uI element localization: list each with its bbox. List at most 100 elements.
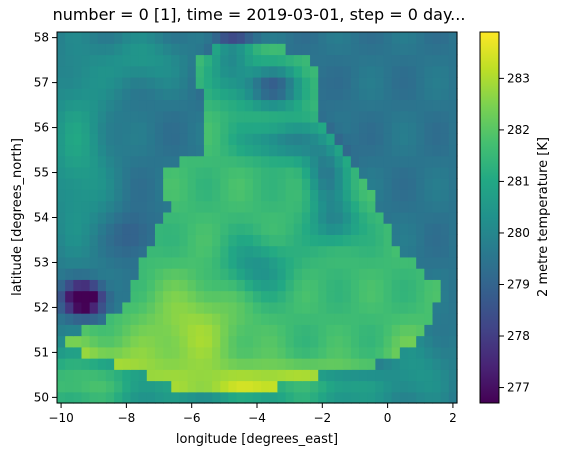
heatmap-cell — [163, 121, 172, 134]
heatmap-cell — [310, 88, 319, 101]
heatmap-cell — [73, 301, 83, 314]
heatmap-cell — [89, 189, 99, 202]
heatmap-cell — [342, 245, 352, 258]
heatmap-cell — [326, 268, 336, 280]
heatmap-cell — [73, 358, 83, 370]
heatmap-cell — [212, 335, 221, 348]
heatmap-cell — [277, 200, 287, 213]
heatmap-cell — [301, 290, 311, 303]
heatmap-cell — [383, 65, 393, 78]
heatmap-cell — [261, 65, 270, 78]
heatmap-cell — [212, 369, 221, 382]
heatmap-cell — [269, 358, 278, 370]
heatmap-cell — [73, 346, 83, 359]
heatmap-cell — [89, 88, 99, 101]
heatmap-cell — [383, 144, 393, 157]
heatmap-cell — [432, 369, 442, 382]
heatmap-cell — [65, 290, 74, 303]
heatmap-cell — [269, 335, 278, 348]
heatmap-cell — [244, 391, 254, 404]
heatmap-cell — [195, 43, 205, 56]
heatmap-cell — [171, 313, 181, 325]
heatmap-cell — [326, 223, 336, 235]
heatmap-cell — [146, 65, 156, 78]
heatmap-cell — [220, 178, 230, 190]
heatmap-cell — [187, 346, 197, 359]
heatmap-cell — [163, 313, 172, 325]
heatmap-cell — [212, 256, 221, 269]
heatmap-cell — [301, 391, 311, 404]
heatmap-cell — [154, 54, 164, 67]
heatmap-cell — [391, 256, 401, 269]
heatmap-cell — [122, 65, 132, 78]
heatmap-cell — [187, 223, 197, 235]
heatmap-cell — [416, 245, 425, 258]
heatmap-cell — [424, 166, 434, 179]
heatmap-cell — [122, 380, 132, 393]
heatmap-cell — [105, 223, 115, 235]
heatmap-cell — [285, 324, 295, 337]
heatmap-cell — [203, 234, 213, 247]
heatmap-cell — [416, 290, 425, 303]
heatmap-cell — [65, 391, 74, 404]
heatmap-cell — [236, 200, 246, 213]
heatmap-cell — [220, 391, 230, 404]
heatmap-cell — [65, 200, 74, 213]
heatmap-cell — [350, 301, 360, 314]
heatmap-cell — [326, 133, 336, 146]
heatmap-cell — [301, 223, 311, 235]
heatmap-cell — [416, 54, 425, 67]
heatmap-cell — [342, 380, 352, 393]
heatmap-cell — [424, 301, 434, 314]
heatmap-cell — [228, 211, 238, 224]
heatmap-cell — [440, 121, 450, 134]
heatmap-cell — [440, 54, 450, 67]
heatmap-cell — [220, 32, 230, 44]
heatmap-cell — [448, 380, 458, 393]
heatmap-cell — [203, 391, 213, 404]
heatmap-cell — [97, 54, 107, 67]
heatmap-cell — [399, 369, 409, 382]
heatmap-cell — [408, 245, 417, 258]
heatmap-cell — [154, 234, 164, 247]
heatmap-cell — [179, 99, 189, 112]
heatmap-cell — [269, 380, 278, 393]
heatmap-cell — [179, 88, 189, 101]
heatmap-cell — [416, 279, 425, 292]
heatmap-cell — [310, 211, 319, 224]
heatmap-cell — [301, 65, 311, 78]
heatmap-cell — [89, 178, 99, 190]
heatmap-cell — [269, 144, 278, 157]
heatmap-cell — [310, 256, 319, 269]
heatmap-cell — [318, 76, 327, 89]
heatmap-cell — [81, 32, 91, 44]
heatmap-cell — [89, 313, 99, 325]
heatmap-cell — [154, 144, 164, 157]
heatmap-cell — [97, 245, 107, 258]
heatmap-cell — [138, 65, 148, 78]
heatmap-cell — [73, 76, 83, 89]
heatmap-cell — [179, 346, 189, 359]
heatmap-cell — [73, 133, 83, 146]
heatmap-cell — [97, 279, 107, 292]
heatmap-cell — [334, 166, 344, 179]
heatmap-cell — [416, 391, 425, 404]
heatmap-cell — [163, 110, 172, 123]
heatmap-cell — [432, 313, 442, 325]
heatmap-cell — [97, 324, 107, 337]
heatmap-cell — [391, 313, 401, 325]
heatmap-cell — [391, 32, 401, 44]
heatmap-cell — [228, 133, 238, 146]
heatmap-cell — [342, 324, 352, 337]
heatmap-cell — [367, 99, 376, 112]
heatmap-cell — [187, 88, 197, 101]
heatmap-cell — [130, 290, 140, 303]
heatmap-cell — [73, 234, 83, 247]
heatmap-cell — [408, 65, 417, 78]
heatmap-cell — [73, 313, 83, 325]
heatmap-cell — [448, 144, 458, 157]
heatmap-cell — [293, 144, 303, 157]
heatmap-cell — [187, 121, 197, 134]
heatmap-cell — [187, 189, 197, 202]
heatmap-cell — [130, 32, 140, 44]
